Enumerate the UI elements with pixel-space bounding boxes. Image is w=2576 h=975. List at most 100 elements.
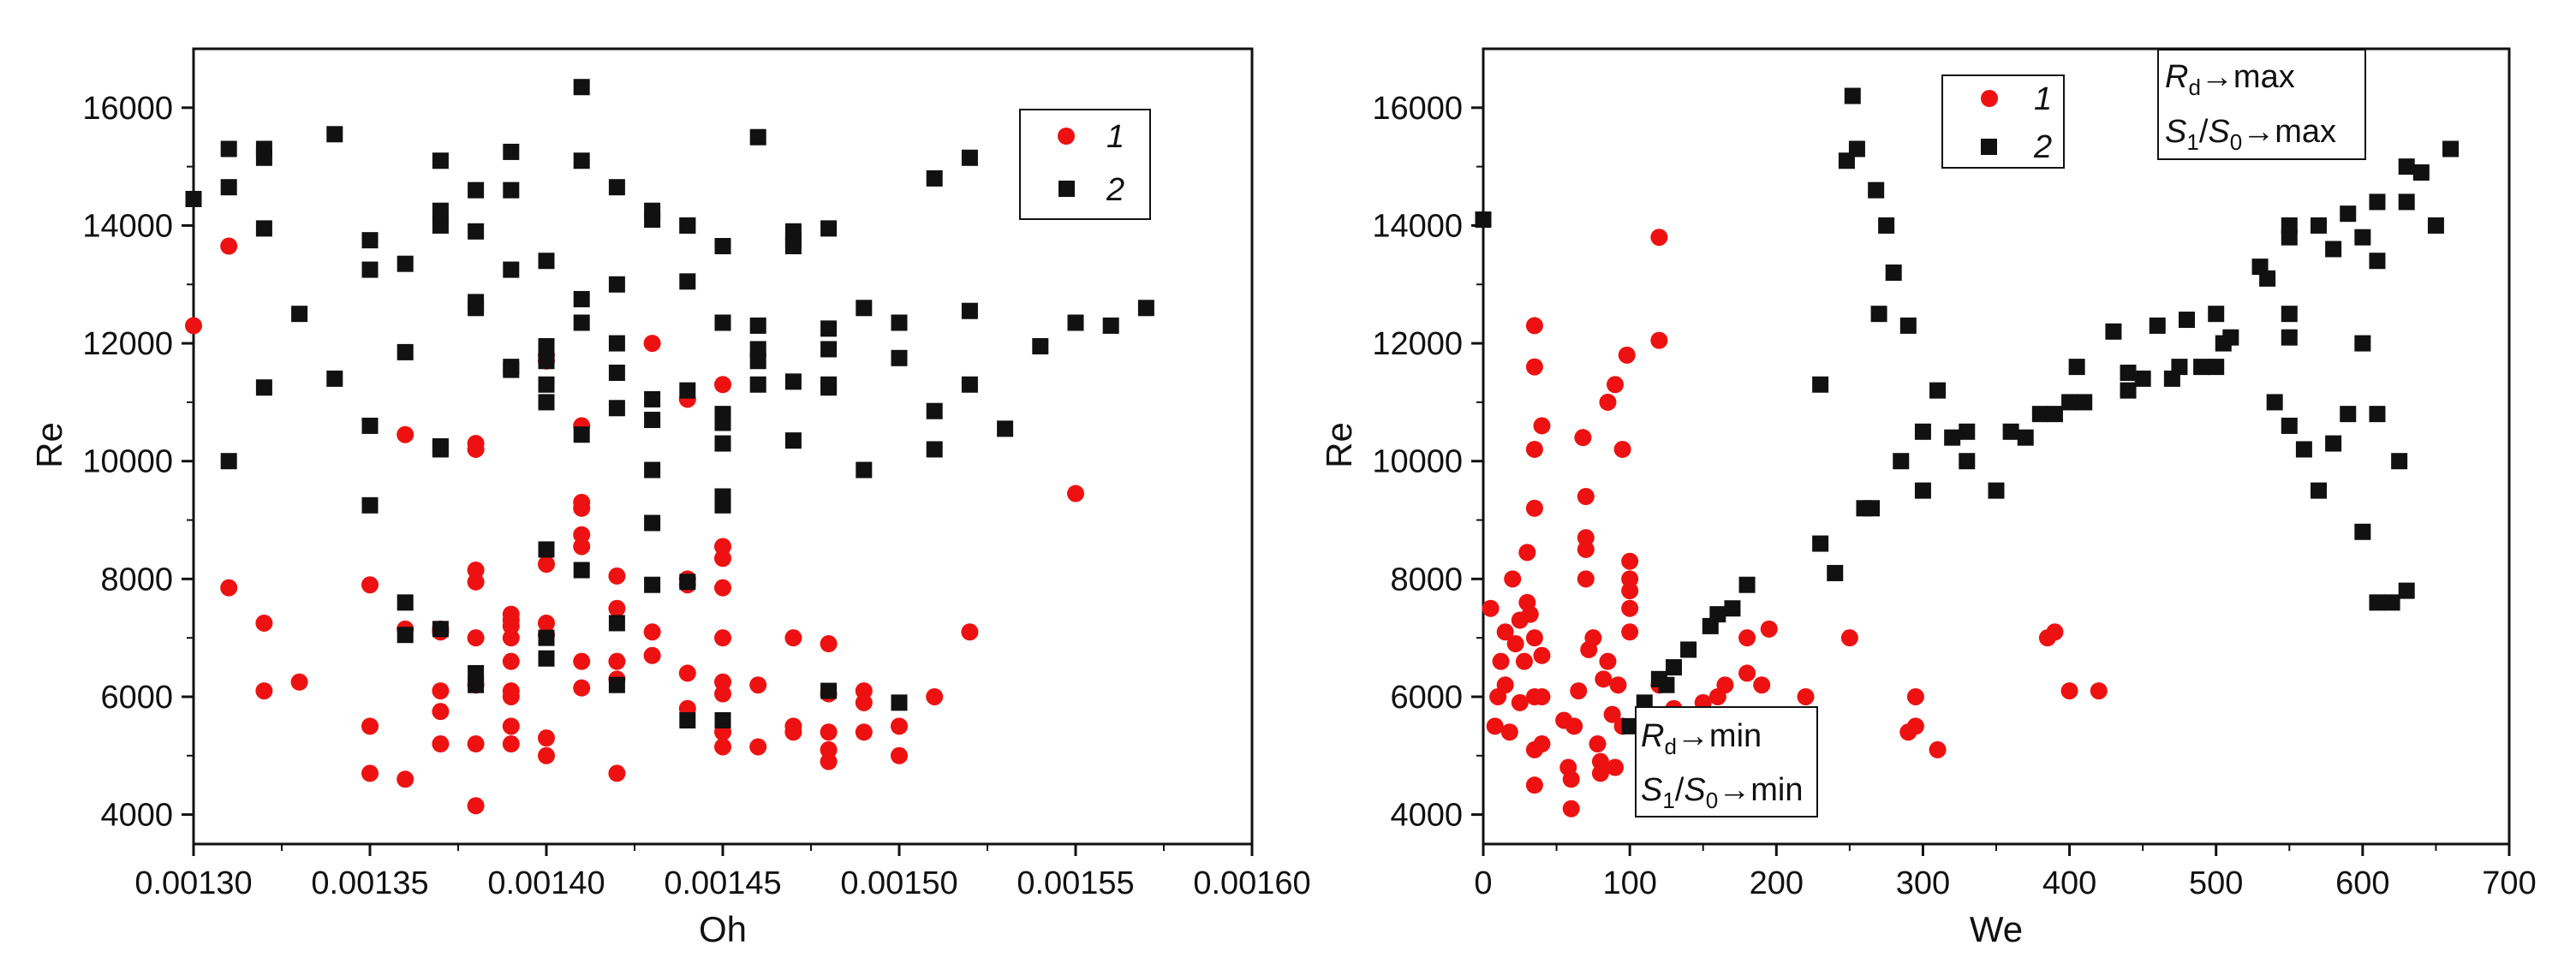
point-series-2-left: [997, 420, 1014, 437]
x-axis-label-left: Oh: [699, 909, 747, 949]
x-tick-label-left: 0.00160: [1193, 865, 1310, 901]
x-tick-label-right: 200: [1750, 865, 1804, 901]
point-series-1-left: [749, 738, 767, 756]
point-series-2-right: [1863, 500, 1881, 517]
point-series-1-right: [1589, 735, 1607, 753]
point-series-1-right: [1584, 629, 1602, 647]
point-series-2-left: [820, 379, 838, 396]
point-series-1-right: [1609, 676, 1627, 694]
point-series-2-right: [2259, 270, 2276, 287]
point-series-2-right: [1738, 576, 1756, 593]
point-series-2-left: [714, 414, 731, 431]
point-series-2-left: [361, 261, 379, 278]
point-series-2-left: [432, 152, 449, 169]
point-series-1-left: [361, 717, 379, 735]
point-series-1-left: [467, 735, 485, 753]
point-series-2-right: [2369, 594, 2386, 611]
point-series-2-left: [468, 300, 485, 317]
x-tick-label-left: 0.00150: [840, 865, 957, 901]
point-series-2-right: [2369, 253, 2386, 270]
point-series-1-right: [1506, 635, 1524, 653]
x-tick-label-right: 0: [1474, 865, 1492, 901]
point-series-1-right: [1797, 687, 1815, 705]
point-series-1-left: [502, 629, 520, 647]
point-series-1-left: [714, 685, 731, 703]
y-tick-label-left: 4000: [100, 798, 173, 834]
y-ticks-left: 4000 6000 8000 10000 12000 14000 16000: [82, 91, 194, 834]
point-series-2-left: [608, 364, 625, 381]
y-tick-label-right: 12000: [1372, 326, 1463, 362]
point-series-2-left: [714, 496, 731, 514]
point-series-2-left: [573, 152, 590, 169]
point-series-2-left: [820, 220, 838, 237]
point-series-1-right: [1525, 358, 1543, 376]
point-series-1-right: [1621, 582, 1639, 600]
point-series-2-right: [1844, 87, 1861, 104]
point-series-1-right: [1504, 570, 1522, 588]
point-series-2-right: [2208, 359, 2225, 376]
point-series-1-right: [1496, 623, 1514, 641]
point-series-2-right: [1914, 482, 1931, 499]
point-series-2-right: [2281, 417, 2298, 434]
x-tick-label-right: 300: [1896, 865, 1950, 901]
y-tick-label-left: 6000: [100, 680, 173, 716]
point-series-1-right: [1599, 393, 1617, 411]
legend-marker-2-left: [1058, 181, 1075, 197]
point-series-1-left: [502, 652, 520, 670]
point-series-1-left: [714, 550, 731, 568]
point-series-2-left: [573, 426, 590, 443]
point-series-2-left: [468, 223, 485, 240]
point-series-1-left: [855, 723, 873, 741]
point-series-2-left: [891, 314, 908, 331]
y-tick-label-left: 10000: [82, 444, 173, 480]
point-series-1-left: [538, 746, 555, 764]
point-series-2-left: [538, 629, 555, 646]
point-series-2-right: [2412, 164, 2430, 181]
x-tick-label-left: 0.00130: [134, 865, 252, 901]
point-series-1-left: [643, 646, 661, 664]
point-series-2-left: [714, 711, 731, 728]
point-series-1-left: [855, 693, 873, 711]
point-series-1-left: [432, 703, 450, 721]
annotation-min-box: [1635, 706, 1818, 817]
point-series-2-left: [361, 496, 379, 514]
point-series-2-left: [679, 382, 696, 399]
point-series-1-left: [502, 717, 520, 735]
point-series-2-left: [255, 140, 272, 158]
point-series-1-left: [432, 735, 450, 753]
point-series-1-left: [1067, 485, 1084, 502]
legend-right: 1 2: [1941, 74, 2065, 169]
point-series-2-left: [608, 179, 625, 196]
point-series-2-left: [220, 140, 237, 158]
point-series-2-left: [820, 320, 838, 337]
point-series-1-left: [538, 556, 555, 574]
point-series-1-right: [1613, 440, 1631, 458]
x-axis-label-right: We: [1970, 909, 2023, 949]
x-tick-label-right: 400: [2042, 865, 2096, 901]
point-series-1-left: [467, 562, 485, 580]
point-series-1-left: [220, 237, 238, 255]
point-series-1-right: [2060, 682, 2078, 700]
point-series-1-right: [1521, 605, 1539, 623]
y-tick-label-left: 14000: [82, 208, 173, 244]
point-series-1-left: [573, 679, 591, 697]
chart-we-re: 0 100 200 300 400 500 600 700 4000 6000 8000 10000…: [1319, 47, 2537, 949]
point-series-2-right: [2311, 482, 2328, 499]
point-series-2-right: [2076, 394, 2093, 411]
point-series-2-left: [608, 615, 625, 632]
point-series-1-right: [1577, 487, 1595, 505]
point-series-1-right: [1533, 735, 1551, 753]
point-series-1-right: [1929, 740, 1947, 758]
point-series-2-left: [644, 576, 661, 593]
point-series-2-right: [2031, 406, 2048, 423]
point-series-2-right: [1658, 676, 1675, 693]
y-tick-label-right: 8000: [1390, 562, 1463, 597]
point-series-2-left: [1137, 300, 1154, 317]
point-series-1-right: [1906, 687, 1924, 705]
point-series-2-right: [1893, 453, 1910, 470]
point-series-2-right: [2222, 329, 2239, 346]
point-series-2-left: [361, 417, 379, 434]
point-series-2-right: [1827, 564, 1844, 581]
point-series-1-right: [1533, 417, 1551, 435]
marks-right: [1475, 87, 2460, 817]
